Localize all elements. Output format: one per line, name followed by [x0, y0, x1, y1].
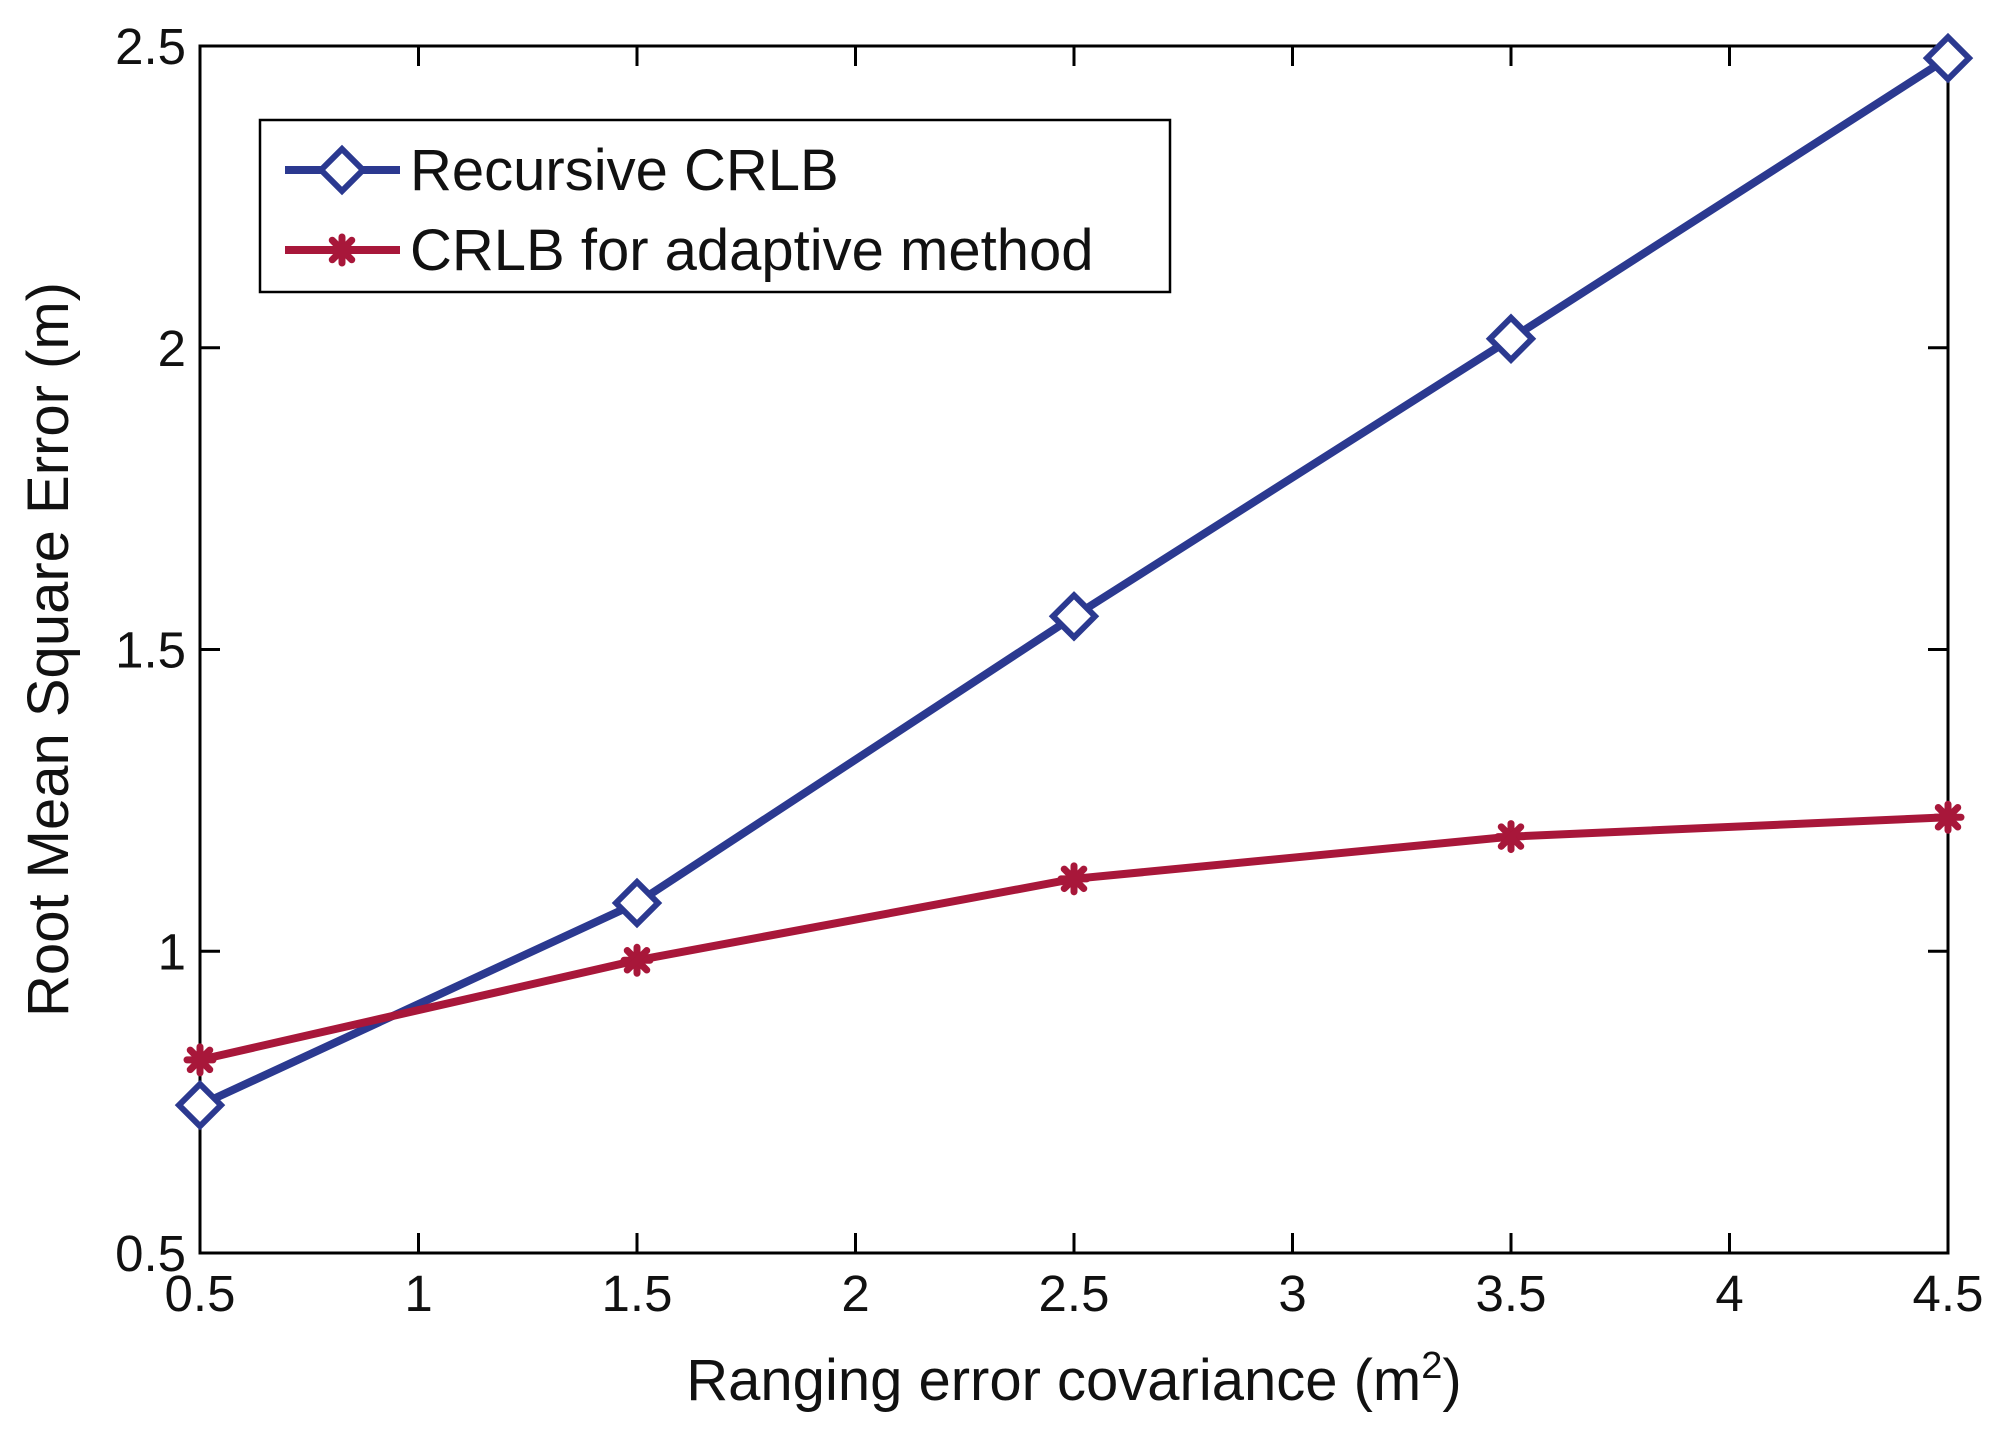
asterisk-stroke [1060, 865, 1088, 893]
y-tick-label: 2.5 [115, 18, 186, 75]
legend-marker-1 [316, 144, 368, 196]
asterisk-stroke [1934, 804, 1962, 831]
legend-marker-2 [325, 233, 359, 267]
asterisk-stroke [328, 236, 356, 264]
series-2-point [183, 1043, 217, 1077]
axis-ticks: 0.5 1 1.5 2 2.5 3 3.5 4 4.5 0.5 1 1.5 2 2.5 [115, 18, 1983, 1322]
x-tick-label: 1 [404, 1265, 432, 1322]
legend-label-2: CRLB for adaptive method [410, 218, 1093, 283]
series-1-point [174, 1079, 226, 1131]
y-tick-label: 1 [158, 923, 186, 980]
x-axis-label: Ranging error covariance (m2) [686, 1345, 1461, 1413]
series-2-point [1494, 820, 1528, 854]
asterisk-stroke [186, 1046, 214, 1074]
x-tick-label: 3.5 [1476, 1265, 1547, 1322]
legend-box [258, 118, 1172, 294]
legend-label-1: Recursive CRLB [410, 138, 839, 203]
legend: Recursive CRLB CRLB for adaptive method [258, 118, 1172, 294]
data-series [174, 32, 1974, 1131]
series-2-point [1057, 862, 1091, 896]
asterisk-stroke [1497, 823, 1525, 850]
series-1-point [611, 877, 663, 929]
y-axis-label: Root Mean Square Error (m) [16, 282, 81, 1017]
series-1-point [1485, 313, 1537, 364]
series-1-point [1048, 591, 1100, 642]
series-2-point [1931, 800, 1965, 834]
x-tick-label: 1.5 [602, 1265, 673, 1322]
series-1-point [1922, 32, 1974, 84]
series-2-point [620, 943, 654, 977]
y-tick-label: 1.5 [115, 622, 186, 679]
y-tick-label: 2 [158, 320, 186, 377]
x-tick-label: 2 [841, 1265, 869, 1322]
x-tick-label: 3 [1278, 1265, 1306, 1322]
x-tick-label: 4 [1715, 1265, 1743, 1322]
y-tick-label: 0.5 [115, 1225, 186, 1282]
x-tick-label: 4.5 [1913, 1265, 1984, 1322]
axis-labels: Ranging error covariance (m2) Root Mean … [16, 282, 1462, 1413]
x-tick-label: 2.5 [1039, 1265, 1110, 1322]
x-tick-label: 0.5 [165, 1265, 236, 1322]
asterisk-stroke [623, 947, 651, 974]
